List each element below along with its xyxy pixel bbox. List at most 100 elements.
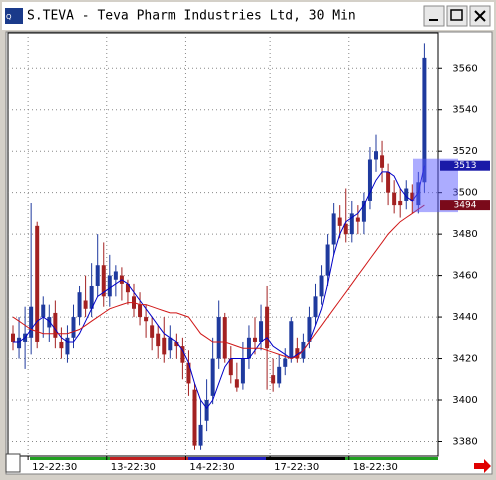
candle-body [234, 379, 239, 388]
candle-body [144, 317, 149, 322]
candle-body [259, 321, 264, 342]
moving-average [12, 204, 425, 360]
candle-body [361, 200, 366, 222]
y-tick-label: 3460 [452, 271, 477, 282]
close-glyph [474, 10, 486, 22]
candle-body [380, 155, 385, 168]
day-band [266, 457, 345, 460]
candle-body [349, 213, 354, 235]
last-value-label: 3513 [454, 161, 477, 171]
candle-body [240, 358, 245, 384]
x-tick-label: 13-22:30 [111, 462, 156, 473]
candle-body [319, 275, 324, 297]
candle-body [307, 317, 312, 342]
candle-body [186, 362, 191, 384]
candle-body [331, 213, 336, 245]
candle-body [29, 306, 34, 338]
y-tick-label: 3400 [452, 395, 477, 406]
y-tick-label: 3380 [452, 436, 477, 447]
y-tick-label: 3480 [452, 229, 477, 240]
window-icon [5, 8, 23, 24]
candle-body [53, 312, 58, 338]
candle-body [192, 389, 197, 446]
time-bands [30, 457, 438, 460]
candle-body [343, 223, 348, 235]
candle-body [325, 244, 330, 276]
last-value-box [440, 160, 490, 171]
candle-body [71, 317, 76, 338]
candle-body [337, 217, 342, 226]
candle-body [174, 341, 179, 347]
x-tick-label: 14-22:30 [189, 462, 234, 473]
candle-body [150, 325, 155, 338]
candle-body [83, 300, 88, 309]
x-tick-label: 18-22:30 [353, 462, 398, 473]
plot-frame [7, 32, 439, 457]
candle-body [77, 292, 82, 318]
y-tick-label: 3500 [452, 188, 477, 199]
window-title: S.TEVA - Teva Pharm Industries Ltd, 30 M… [27, 9, 356, 24]
candle-body [47, 317, 52, 328]
candle-body [355, 217, 360, 222]
candle-body [180, 346, 185, 363]
candle-body [138, 304, 143, 318]
candle-body [41, 304, 46, 318]
candle-body [271, 375, 276, 384]
candle-body [65, 337, 70, 355]
candle-body [113, 271, 118, 280]
y-tick-label: 3440 [452, 312, 477, 323]
candle-body [17, 337, 22, 349]
maximize-button[interactable] [446, 5, 468, 27]
candle-body [265, 306, 270, 349]
candle-body [228, 358, 233, 376]
candle-body [410, 192, 415, 201]
candle-body [101, 265, 106, 297]
candle-body [392, 192, 397, 206]
y-tick-label: 3560 [452, 63, 477, 74]
candle-body [398, 200, 403, 206]
candle-body [374, 151, 378, 160]
candle-body [107, 275, 112, 297]
moving-average [13, 165, 425, 410]
candle-body [283, 358, 288, 367]
y-tick-label: 3540 [452, 105, 477, 116]
candle-body [277, 366, 282, 384]
candle-body [59, 341, 64, 349]
candle-body [289, 321, 294, 359]
candle-body [253, 337, 257, 342]
candle-body [204, 400, 209, 421]
candle-body [125, 283, 130, 293]
day-band [30, 457, 110, 460]
candle-body [156, 333, 161, 347]
candle-body [11, 333, 15, 342]
candle-body [222, 317, 227, 359]
chart-area [5, 31, 493, 475]
candle-body [404, 188, 409, 201]
candle-body [313, 296, 318, 318]
candle-body [386, 171, 391, 193]
candle-body [35, 225, 40, 342]
candle-body [89, 285, 94, 309]
scroll-box[interactable] [5, 453, 21, 473]
last-value-label: 3494 [454, 201, 477, 211]
candle-body [162, 337, 167, 355]
candle-body [367, 159, 372, 201]
candle-body [422, 57, 427, 183]
candle-body [198, 424, 203, 446]
y-tick-label: 3520 [452, 146, 477, 157]
day-band [110, 457, 188, 460]
candle-body [295, 348, 300, 359]
maximize-glyph [450, 9, 463, 21]
x-tick-label: 17-22:30 [274, 462, 319, 473]
candle-body [95, 265, 100, 286]
day-band [188, 457, 266, 460]
minimize-button[interactable] [423, 5, 445, 27]
icon-text: Q [6, 13, 12, 21]
candle-body [210, 358, 215, 396]
scroll-arrow[interactable] [474, 459, 491, 473]
last-value-box [440, 200, 490, 211]
candle-body [216, 317, 221, 359]
candle-body [168, 337, 173, 351]
title-bar [2, 2, 494, 30]
